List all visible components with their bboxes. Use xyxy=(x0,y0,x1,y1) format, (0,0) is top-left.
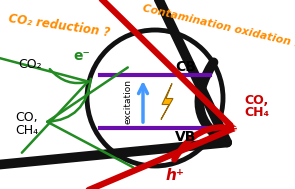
FancyArrowPatch shape xyxy=(26,0,234,189)
FancyArrowPatch shape xyxy=(0,0,227,167)
Text: CB: CB xyxy=(175,60,196,74)
Text: CH₄: CH₄ xyxy=(244,106,269,119)
FancyArrowPatch shape xyxy=(0,57,88,153)
Text: CH₄: CH₄ xyxy=(15,123,38,136)
Text: CO₂ reduction ?: CO₂ reduction ? xyxy=(8,12,111,39)
Text: contamination: contamination xyxy=(223,74,239,132)
Text: CO,: CO, xyxy=(244,94,268,106)
Text: excitation: excitation xyxy=(124,79,132,124)
Text: e⁻: e⁻ xyxy=(73,49,91,63)
Text: Contamination oxidation !: Contamination oxidation ! xyxy=(142,3,295,49)
FancyArrowPatch shape xyxy=(47,67,133,167)
Text: h⁺: h⁺ xyxy=(165,167,184,183)
Text: VB: VB xyxy=(175,130,196,144)
Polygon shape xyxy=(161,84,173,119)
Text: CO₂: CO₂ xyxy=(18,59,42,71)
Text: CO,: CO, xyxy=(15,112,38,125)
